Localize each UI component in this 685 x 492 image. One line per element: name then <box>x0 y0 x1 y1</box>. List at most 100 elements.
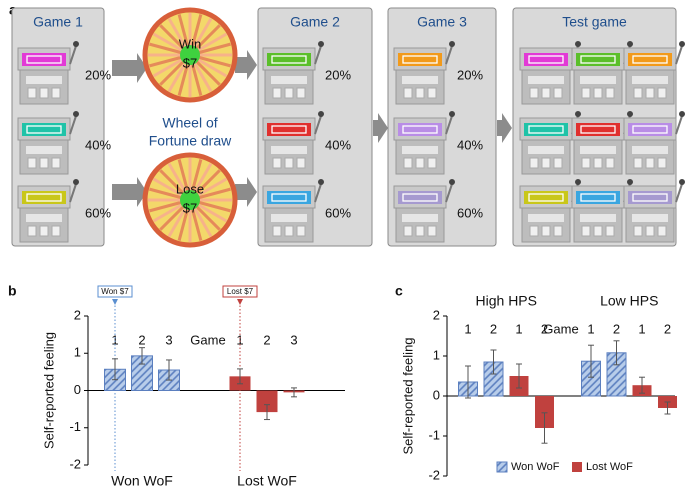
machine-slot <box>529 157 539 169</box>
machine-slot <box>529 87 539 99</box>
machine-slot <box>593 157 603 169</box>
machine-handle <box>314 45 322 65</box>
error-bar <box>291 387 297 398</box>
group-label: Lost WoF <box>237 473 297 489</box>
machine-panel <box>528 214 564 222</box>
y-tick-label: 0 <box>433 387 440 402</box>
probability: 40% <box>325 137 351 152</box>
machine-slot <box>541 157 551 169</box>
wheel-outcome: Lose <box>176 181 204 196</box>
machine-slot <box>284 225 294 237</box>
game-number: 2 <box>613 321 620 336</box>
machine-screen <box>22 123 66 136</box>
machine-slot <box>605 157 615 169</box>
y-axis-label: Self-reported feeling <box>41 332 56 449</box>
machine-handle <box>675 183 683 203</box>
machine-slot <box>427 225 437 237</box>
annotation: Lost $7 <box>227 287 254 296</box>
probability: 60% <box>85 205 111 220</box>
machine-knob <box>627 41 633 47</box>
machine-symbol <box>580 193 616 202</box>
machine-panel <box>632 214 668 222</box>
error-bar <box>541 412 548 444</box>
wheel-outcome: Win <box>179 36 201 51</box>
machine-slot <box>39 225 49 237</box>
wheel-amount: $7 <box>183 200 197 215</box>
legend-swatch <box>572 462 582 472</box>
machine-knob <box>73 111 79 117</box>
machine-slot <box>593 225 603 237</box>
machine-slot <box>272 157 282 169</box>
machine-handle <box>445 115 453 135</box>
machine-panel <box>528 76 564 84</box>
legend-label: Lost WoF <box>586 461 633 473</box>
machine-screen <box>524 191 568 204</box>
machine-slot <box>541 87 551 99</box>
machine-symbol <box>528 125 564 134</box>
machine-body <box>264 139 314 175</box>
machine-slot <box>296 87 306 99</box>
machine-slot <box>581 157 591 169</box>
machine-panel <box>528 146 564 154</box>
machine-body <box>395 207 445 243</box>
machine-handle <box>69 115 77 135</box>
machine-symbol <box>580 125 616 134</box>
error-bar <box>264 404 270 421</box>
error-bar <box>166 359 172 381</box>
machine-panel <box>580 214 616 222</box>
game-number: 3 <box>290 332 297 347</box>
machine-knob <box>679 41 685 47</box>
machine-slot <box>403 87 413 99</box>
machine-slot <box>272 225 282 237</box>
machine-knob <box>575 179 581 185</box>
machine-body <box>625 207 675 243</box>
machine-handle <box>69 183 77 203</box>
machine-slot <box>272 87 282 99</box>
machine-knob <box>679 111 685 117</box>
game-number: 1 <box>515 321 522 336</box>
machine-slot <box>415 157 425 169</box>
machine-slot <box>553 225 563 237</box>
machine-symbol <box>26 55 62 64</box>
machine-slot <box>415 87 425 99</box>
machine-body <box>625 139 675 175</box>
machine-body <box>573 69 623 105</box>
group-label: Low HPS <box>600 293 658 309</box>
machine-body <box>521 69 571 105</box>
game-title: Test game <box>562 14 627 30</box>
machine-knob <box>73 179 79 185</box>
arrow <box>373 113 388 143</box>
machine-body <box>19 139 69 175</box>
error-bar <box>112 358 118 381</box>
y-tick-label: -2 <box>69 456 81 471</box>
machine-knob <box>449 111 455 117</box>
probability: 20% <box>85 67 111 82</box>
machine-panel <box>26 146 62 154</box>
machine-slot <box>657 87 667 99</box>
machine-slot <box>553 87 563 99</box>
machine-slot <box>51 225 61 237</box>
arrow <box>235 177 257 207</box>
machine-body <box>264 69 314 105</box>
wheel-center <box>180 190 200 210</box>
annotation-box <box>222 285 258 298</box>
panel-label: b <box>8 283 17 299</box>
probability: 40% <box>85 137 111 152</box>
machine-slot <box>403 157 413 169</box>
machine-slot <box>593 87 603 99</box>
machine-body <box>573 207 623 243</box>
error-bar <box>664 401 671 415</box>
machine-symbol <box>528 193 564 202</box>
game-number: 2 <box>490 321 497 336</box>
machine-slot <box>403 225 413 237</box>
machine-screen <box>398 53 442 66</box>
y-tick-label: 1 <box>433 347 440 362</box>
machine-slot <box>633 87 643 99</box>
annotation: Won $7 <box>101 287 129 296</box>
error-bar <box>588 344 594 378</box>
machine-handle <box>675 115 683 135</box>
machine-symbol <box>271 193 307 202</box>
machine-slot <box>27 225 37 237</box>
game-number: 1 <box>587 321 594 336</box>
